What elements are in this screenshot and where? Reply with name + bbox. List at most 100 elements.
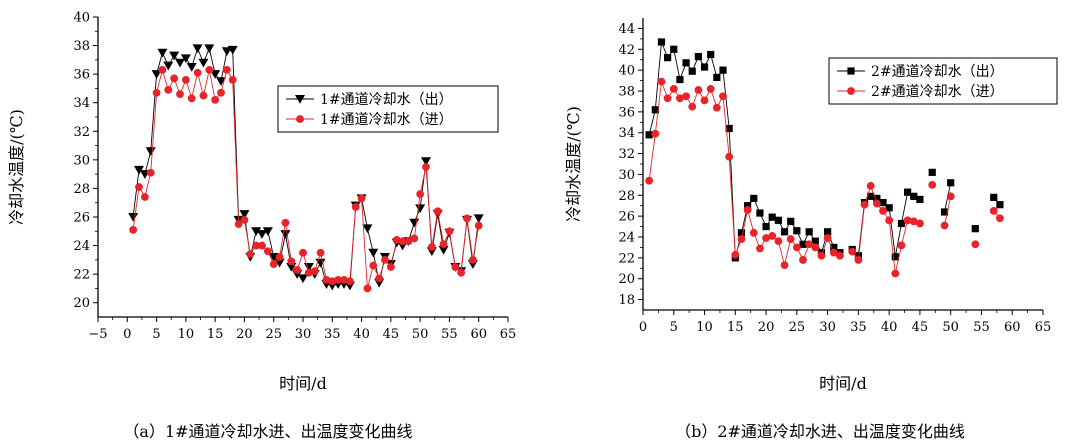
chart-b-series-2-point — [879, 207, 887, 215]
chart-b-series-2-point — [651, 129, 660, 138]
chart-b-series-2-point — [645, 176, 654, 185]
chart-b-series-2-point — [989, 207, 998, 215]
chart-a-series-1-point — [415, 204, 426, 214]
chart-a-series-1-point — [210, 70, 221, 79]
chart-a-series-2-point — [258, 241, 266, 250]
chart-b-series-2-point — [762, 234, 770, 242]
chart-a-series-1-point — [239, 210, 250, 219]
chart-b-caption: （b）2#通道冷却水进、出温度变化曲线 — [675, 422, 965, 441]
chart-b-series-2-point — [688, 102, 697, 111]
chart-b-y-tick-label: 36 — [618, 105, 635, 120]
chart-b-y-axis-label: 冷却水温度/(℃) — [564, 106, 583, 222]
chart-a-series-2-point — [252, 241, 261, 250]
chart-b-series-2-point — [774, 237, 783, 246]
chart-a-legend-marker-1 — [295, 95, 305, 104]
chart-b-series-2-point — [792, 243, 801, 252]
chart-b-y-tick-label: 40 — [618, 64, 635, 79]
chart-b-series-2-point — [749, 228, 758, 237]
chart-a-x-tick-label: 20 — [236, 327, 253, 342]
chart-a-series-2-point — [392, 235, 401, 244]
chart-a-y-tick-label: 28 — [73, 182, 90, 197]
chart-a-series-2-point — [193, 68, 202, 77]
chart-b-series-1-point — [971, 225, 979, 233]
chart-a-series-1-point — [180, 54, 191, 64]
chart-a-series-1-point — [280, 230, 291, 239]
chart-a-series-2-point — [287, 257, 296, 266]
chart-b-legend-label-1: 2#通道冷却水（出） — [871, 64, 1004, 80]
chart-a-series-2-point — [474, 221, 483, 230]
chart-b-series-1-point — [799, 240, 807, 248]
chart-b-series-1-point — [719, 66, 727, 74]
chart-a-y-tick-label: 30 — [73, 153, 90, 168]
chart-a-x-tick-label: −5 — [88, 327, 107, 342]
chart-a-series-2-point — [445, 227, 454, 236]
chart-a-y-tick-label: 24 — [73, 239, 90, 254]
chart-b-series-2-point — [799, 256, 807, 264]
chart-a-series-2-point — [451, 263, 460, 271]
chart-b-series-2-point — [940, 221, 949, 230]
chart-b-svg: 18 20 22 24 26 28 30 32 34 36 38 40 42 44 0 5 10 15 20 25 30… — [564, 18, 1058, 441]
chart-a-y-tick-label: 22 — [73, 268, 90, 283]
chart-b-series-1-point — [694, 52, 702, 61]
chart-b-series-1-point — [725, 124, 733, 133]
chart-b-series-2-point — [996, 214, 1004, 223]
chart-b-legend: 2#通道冷却水（出） 2#通道冷却水（进） — [828, 57, 1058, 105]
chart-b-series-2-point — [669, 85, 678, 93]
chart-b-y-tick-label: 26 — [618, 210, 635, 225]
chart-a-series-1-point — [473, 214, 484, 224]
chart-a-legend: 1#通道冷却水（出） 1#通道冷却水（进） — [277, 85, 499, 133]
chart-b-series-1-point — [787, 217, 795, 225]
chart-b-x-tick-label: 55 — [973, 320, 990, 335]
chart-a-x-tick-label: 25 — [265, 327, 282, 342]
chart-a-series-1-point — [438, 245, 449, 255]
chart-a-series-2-point — [299, 248, 307, 257]
chart-b-x-tick-label: 35 — [850, 320, 867, 335]
chart-b-series-2 — [645, 77, 1004, 278]
chart-b-series-1-point — [873, 194, 881, 203]
chart-a-x-tick-label: 45 — [383, 327, 400, 342]
chart-a-x-tick-label: 40 — [353, 327, 370, 342]
chart-b-y-tick-label: 32 — [618, 147, 635, 162]
chart-a-series-1-point — [368, 248, 379, 258]
chart-b-series-2-point — [725, 152, 734, 161]
chart-b-series-1-point — [916, 195, 924, 204]
chart-b-series-2-point — [780, 261, 789, 270]
chart-b-series-2-point — [706, 85, 715, 93]
chart-b-series-1-point — [756, 209, 764, 217]
chart-a-series-2-point — [140, 193, 149, 201]
chart-b-series-1-point — [676, 75, 684, 84]
chart-b-series-2-point — [682, 92, 690, 101]
chart-b-series-2-point — [848, 247, 857, 256]
chart-a-series-2-point — [181, 75, 190, 84]
chart-a-series-1-point — [227, 45, 238, 55]
chart-b-x-tick-label: 40 — [881, 320, 898, 335]
chart-b-series-2-point — [885, 216, 894, 225]
chart-b-series-2-point — [811, 243, 820, 252]
chart-a-series-2-point — [439, 240, 448, 249]
chart-a-series-2-point — [158, 65, 167, 74]
chart-panel-a: 20 22 24 26 28 30 32 34 36 38 40 −5 0 5 10 15 20 25 30 35 40… — [0, 0, 537, 447]
chart-a-legend-marker-2 — [296, 115, 304, 123]
chart-b-series-1-point — [811, 237, 819, 245]
chart-a-x-tick-label: 65 — [500, 327, 517, 342]
chart-a-series-2-point — [211, 95, 220, 104]
chart-b-y-tick-label: 22 — [618, 251, 635, 266]
chart-b-series-1-point — [910, 192, 918, 200]
chart-b-series-2-point — [872, 199, 881, 208]
chart-b-series-1-point — [651, 106, 659, 114]
chart-b-x-tick-label: 45 — [912, 320, 929, 335]
chart-a-series-2-point — [398, 237, 407, 246]
chart-a-y-axis-label: 冷却水温度/(℃) — [7, 109, 26, 225]
chart-b-series-1-point — [891, 253, 899, 261]
chart-b-series-2-point — [946, 192, 955, 201]
chart-a-y-tick-label: 38 — [73, 39, 90, 54]
chart-b-series-1-point — [830, 243, 838, 252]
chart-b-series-1-point — [762, 222, 770, 231]
chart-a-series-2-point — [228, 75, 237, 84]
chart-a-series-2-point — [246, 250, 255, 259]
chart-a-series-2-point — [369, 261, 378, 270]
chart-b-series-1-point — [670, 45, 678, 53]
chart-b-legend-box — [828, 57, 1058, 105]
chart-a-series-2-point — [427, 243, 436, 251]
chart-b-series-2-point — [737, 235, 746, 243]
